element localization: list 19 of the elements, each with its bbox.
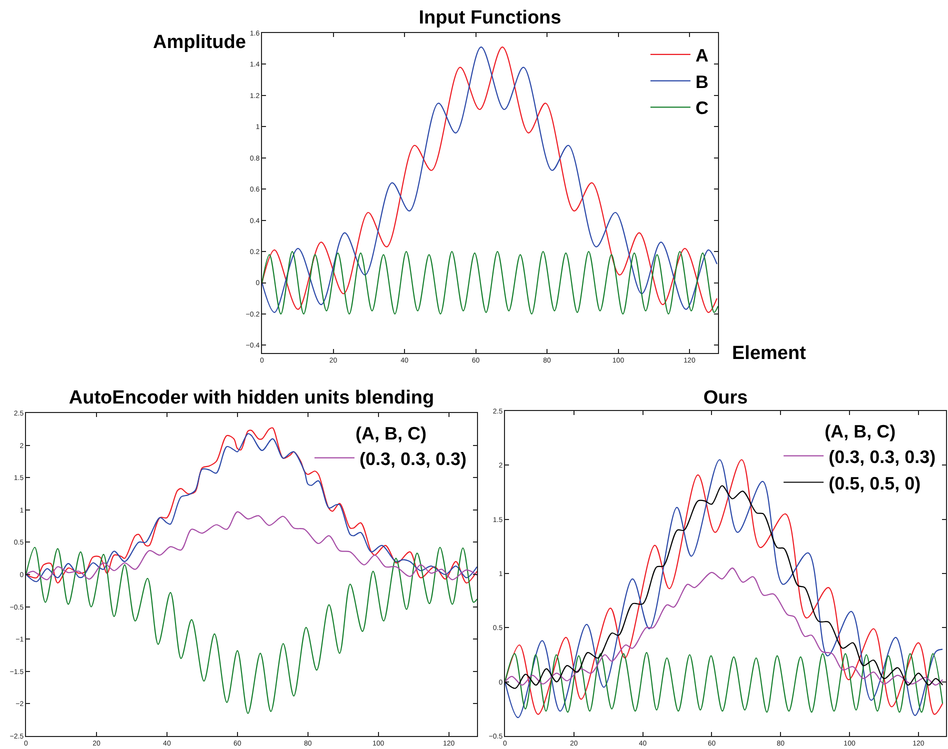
line-series [26, 546, 477, 714]
chart-title: AutoEncoder with hidden units blending [68, 388, 434, 409]
chart-title: Ours [703, 388, 748, 409]
y-axis-title: Amplitude [153, 32, 246, 53]
chart-title: Input Functions [418, 8, 562, 29]
legend-title: (A, B, C) [355, 424, 426, 444]
legend-label: (0.3, 0.3, 0.3) [359, 448, 467, 469]
legend-label: C [695, 98, 708, 118]
line-series [505, 652, 944, 713]
legend-label: (0.3, 0.3, 0.3) [828, 446, 936, 467]
legend-label: A [695, 45, 708, 66]
line-series [262, 46, 718, 313]
x-axis-title: Element [732, 343, 807, 364]
line-series [505, 568, 944, 686]
legend-label: (0.5, 0.5, 0) [828, 473, 921, 494]
legend-title: (A, B, C) [824, 422, 896, 442]
legend-label: B [695, 72, 708, 92]
line-series [26, 511, 477, 580]
line-series [262, 250, 718, 315]
